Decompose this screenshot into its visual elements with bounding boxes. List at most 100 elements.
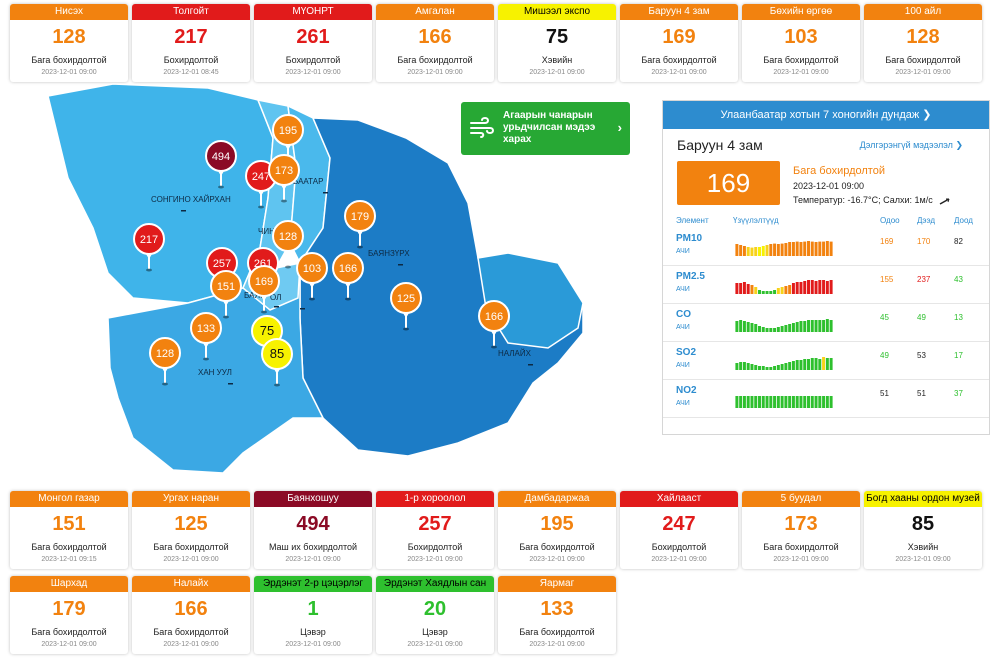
station-card[interactable]: Бөхийн өргөө 103 Бага бохирдолтой 2023-12-0… xyxy=(742,4,860,82)
aqi-marker[interactable]: 166 xyxy=(332,252,364,301)
marker-shadow xyxy=(491,345,497,349)
marker-aqi-value: 217 xyxy=(140,234,158,246)
marker-circle xyxy=(149,337,181,369)
trend-bar xyxy=(791,242,795,256)
trend-bar xyxy=(761,327,765,332)
trend-bar xyxy=(803,359,807,370)
station-card[interactable]: Монгол газар 151 Бага бохирдолтой 2023-12-0… xyxy=(10,491,128,569)
marker-shadow xyxy=(403,327,409,331)
station-card[interactable]: Шархад 179 Бага бохирдолтой 2023-12-01 09:0… xyxy=(10,576,128,654)
trend-bar xyxy=(754,365,758,370)
pollutant-unit: АЧИ xyxy=(676,362,690,369)
marker-shadow xyxy=(285,265,291,269)
aqi-marker[interactable]: 166 xyxy=(478,300,510,349)
station-card[interactable]: 5 буудал 173 Бага бохирдолтой 2023-12-01 09… xyxy=(742,491,860,569)
pollutant-min-value: 37 xyxy=(954,389,963,398)
aqi-marker[interactable]: 151 xyxy=(210,270,242,319)
forecast-button-label: Агаарын чанарын урьдчилсан мэдээ харах xyxy=(503,110,596,145)
trend-bar xyxy=(795,360,799,370)
trend-bar xyxy=(761,291,765,294)
panel-title[interactable]: Улаанбаатар хотын 7 хоногийн дундаж ❯ xyxy=(663,101,989,129)
marker-shadow xyxy=(345,297,351,301)
station-card[interactable]: 1-р хороолол 257 Бохирдолтой 2023-12-01 09:… xyxy=(376,491,494,569)
trend-bar xyxy=(769,244,773,256)
station-card-name: Эрдэнэт 2-р цэцэрлэг xyxy=(254,576,372,592)
station-card[interactable]: Мишээл экспо 75 Хэвийн 2023-12-01 09:00 xyxy=(498,4,616,82)
station-card-aqi: 75 xyxy=(545,26,569,48)
marker-shadow xyxy=(223,315,229,319)
pollutant-max-value: 51 xyxy=(917,389,926,398)
station-card[interactable]: Амгалан 166 Бага бохирдолтой 2023-12-01 09:… xyxy=(376,4,494,82)
forecast-button[interactable]: Агаарын чанарын урьдчилсан мэдээ харах › xyxy=(461,102,630,155)
col-header-min: Доод xyxy=(954,216,973,225)
aqi-marker[interactable]: 128 xyxy=(272,220,304,269)
aqi-marker[interactable]: 85 xyxy=(261,338,293,387)
pollutant-row: SO2 АЧИ 49 53 17 xyxy=(663,342,989,380)
aqi-marker[interactable]: 179 xyxy=(344,200,376,249)
aqi-marker[interactable]: 217 xyxy=(133,223,165,272)
station-status: Бага бохирдолтой xyxy=(793,165,885,177)
district-marker-dash xyxy=(228,383,233,385)
aqi-marker[interactable]: 103 xyxy=(296,252,328,301)
aqi-marker[interactable]: 125 xyxy=(390,282,422,331)
station-card[interactable]: Эрдэнэт 2-р цэцэрлэг 1 Цэвэр 2023-12-01 09:… xyxy=(254,576,372,654)
station-name: Баруун 4 зам xyxy=(677,137,763,153)
station-card-time: 2023-12-01 09:00 xyxy=(407,556,463,563)
aqi-marker[interactable]: 128 xyxy=(149,337,181,386)
station-card-status: Бохирдолтой xyxy=(651,542,707,552)
station-card[interactable]: Эрдэнэт Хаядлын сан 20 Цэвэр 2023-12-01 09:… xyxy=(376,576,494,654)
trend-bar xyxy=(742,246,746,256)
station-card[interactable]: Хайлааст 247 Бохирдолтой 2023-12-01 09:00 xyxy=(620,491,738,569)
trend-bar xyxy=(761,246,765,256)
aqi-marker[interactable]: 195 xyxy=(272,114,304,163)
station-card[interactable]: МҮОНРТ 261 Бохирдолтой 2023-12-01 09:00 xyxy=(254,4,372,82)
station-card-status: Хэвийн xyxy=(907,542,939,552)
station-card-status: Бага бохирдолтой xyxy=(31,55,107,65)
station-card[interactable]: Богд хааны ордон музей 85 Хэвийн 2023-12-01… xyxy=(864,491,982,569)
station-card[interactable]: Ургах наран 125 Бага бохирдолтой 2023-12-01… xyxy=(132,491,250,569)
marker-circle xyxy=(272,114,304,146)
station-card[interactable]: Баруун 4 зам 169 Бага бохирдолтой 2023-12-0… xyxy=(620,4,738,82)
station-card[interactable]: Дамбадаржаа 195 Бага бохирдолтой 2023-12-01… xyxy=(498,491,616,569)
trend-bar xyxy=(803,396,807,408)
station-card[interactable]: Налайх 166 Бага бохирдолтой 2023-12-01 09:0… xyxy=(132,576,250,654)
station-card-name: Хайлааст xyxy=(620,491,738,507)
district-songinokhairkhan[interactable] xyxy=(47,83,274,304)
station-card[interactable]: Баянхошуу 494 Маш их бохирдолтой 2023-12-01… xyxy=(254,491,372,569)
station-card-name: Дамбадаржаа xyxy=(498,491,616,507)
more-info-link[interactable]: Дэлгэрэнгүй мэдээлэл ❯ xyxy=(860,140,963,151)
aqi-marker[interactable]: 169 xyxy=(248,265,280,314)
marker-aqi-value: 103 xyxy=(303,263,321,275)
station-card-status: Бага бохирдолтой xyxy=(31,542,107,552)
trend-bar xyxy=(765,245,769,256)
station-card-name: Нисэх xyxy=(10,4,128,20)
marker-circle xyxy=(205,140,237,172)
trend-bar xyxy=(769,291,773,294)
trend-bar xyxy=(765,291,769,294)
aqi-marker[interactable]: 494 xyxy=(205,140,237,189)
station-card-name: МҮОНРТ xyxy=(254,4,372,20)
trend-bar xyxy=(807,241,810,256)
trend-bar xyxy=(742,362,746,370)
chevron-circle-right-icon: ❯ xyxy=(922,109,932,121)
trend-bar xyxy=(754,396,758,408)
pollutant-min-value: 17 xyxy=(954,351,963,360)
trend-bar xyxy=(810,241,814,256)
ulaanbaatar-map[interactable]: СОНГИНО ХАЙРХАН ЧИНГЭ БААТАР БАЯНЗҮРХ БАЯН ОЛ… xyxy=(38,78,598,478)
station-card[interactable]: 100 айл 128 Бага бохирдолтой 2023-12-01 09:… xyxy=(864,4,982,82)
station-card-status: Маш их бохирдолтой xyxy=(268,542,358,552)
marker-shadow xyxy=(357,245,363,249)
station-card[interactable]: Толгойт 217 Бохирдолтой 2023-12-01 08:45 xyxy=(132,4,250,82)
marker-aqi-value: 151 xyxy=(217,281,235,293)
aqi-marker[interactable]: 133 xyxy=(190,312,222,361)
aqi-marker[interactable]: 173 xyxy=(268,154,300,203)
station-card-name: Баруун 4 зам xyxy=(620,4,738,20)
station-card-aqi: 257 xyxy=(418,513,452,535)
station-card[interactable]: Яармаг 133 Бага бохирдолтой 2023-12-01 09:0… xyxy=(498,576,616,654)
pollutant-min-value: 13 xyxy=(954,313,963,322)
station-card[interactable]: Нисэх 128 Бага бохирдолтой 2023-12-01 09:00 xyxy=(10,4,128,82)
marker-aqi-value: 494 xyxy=(212,151,230,163)
station-card-aqi: 494 xyxy=(296,513,330,535)
station-card-time: 2023-12-01 09:00 xyxy=(285,69,341,76)
